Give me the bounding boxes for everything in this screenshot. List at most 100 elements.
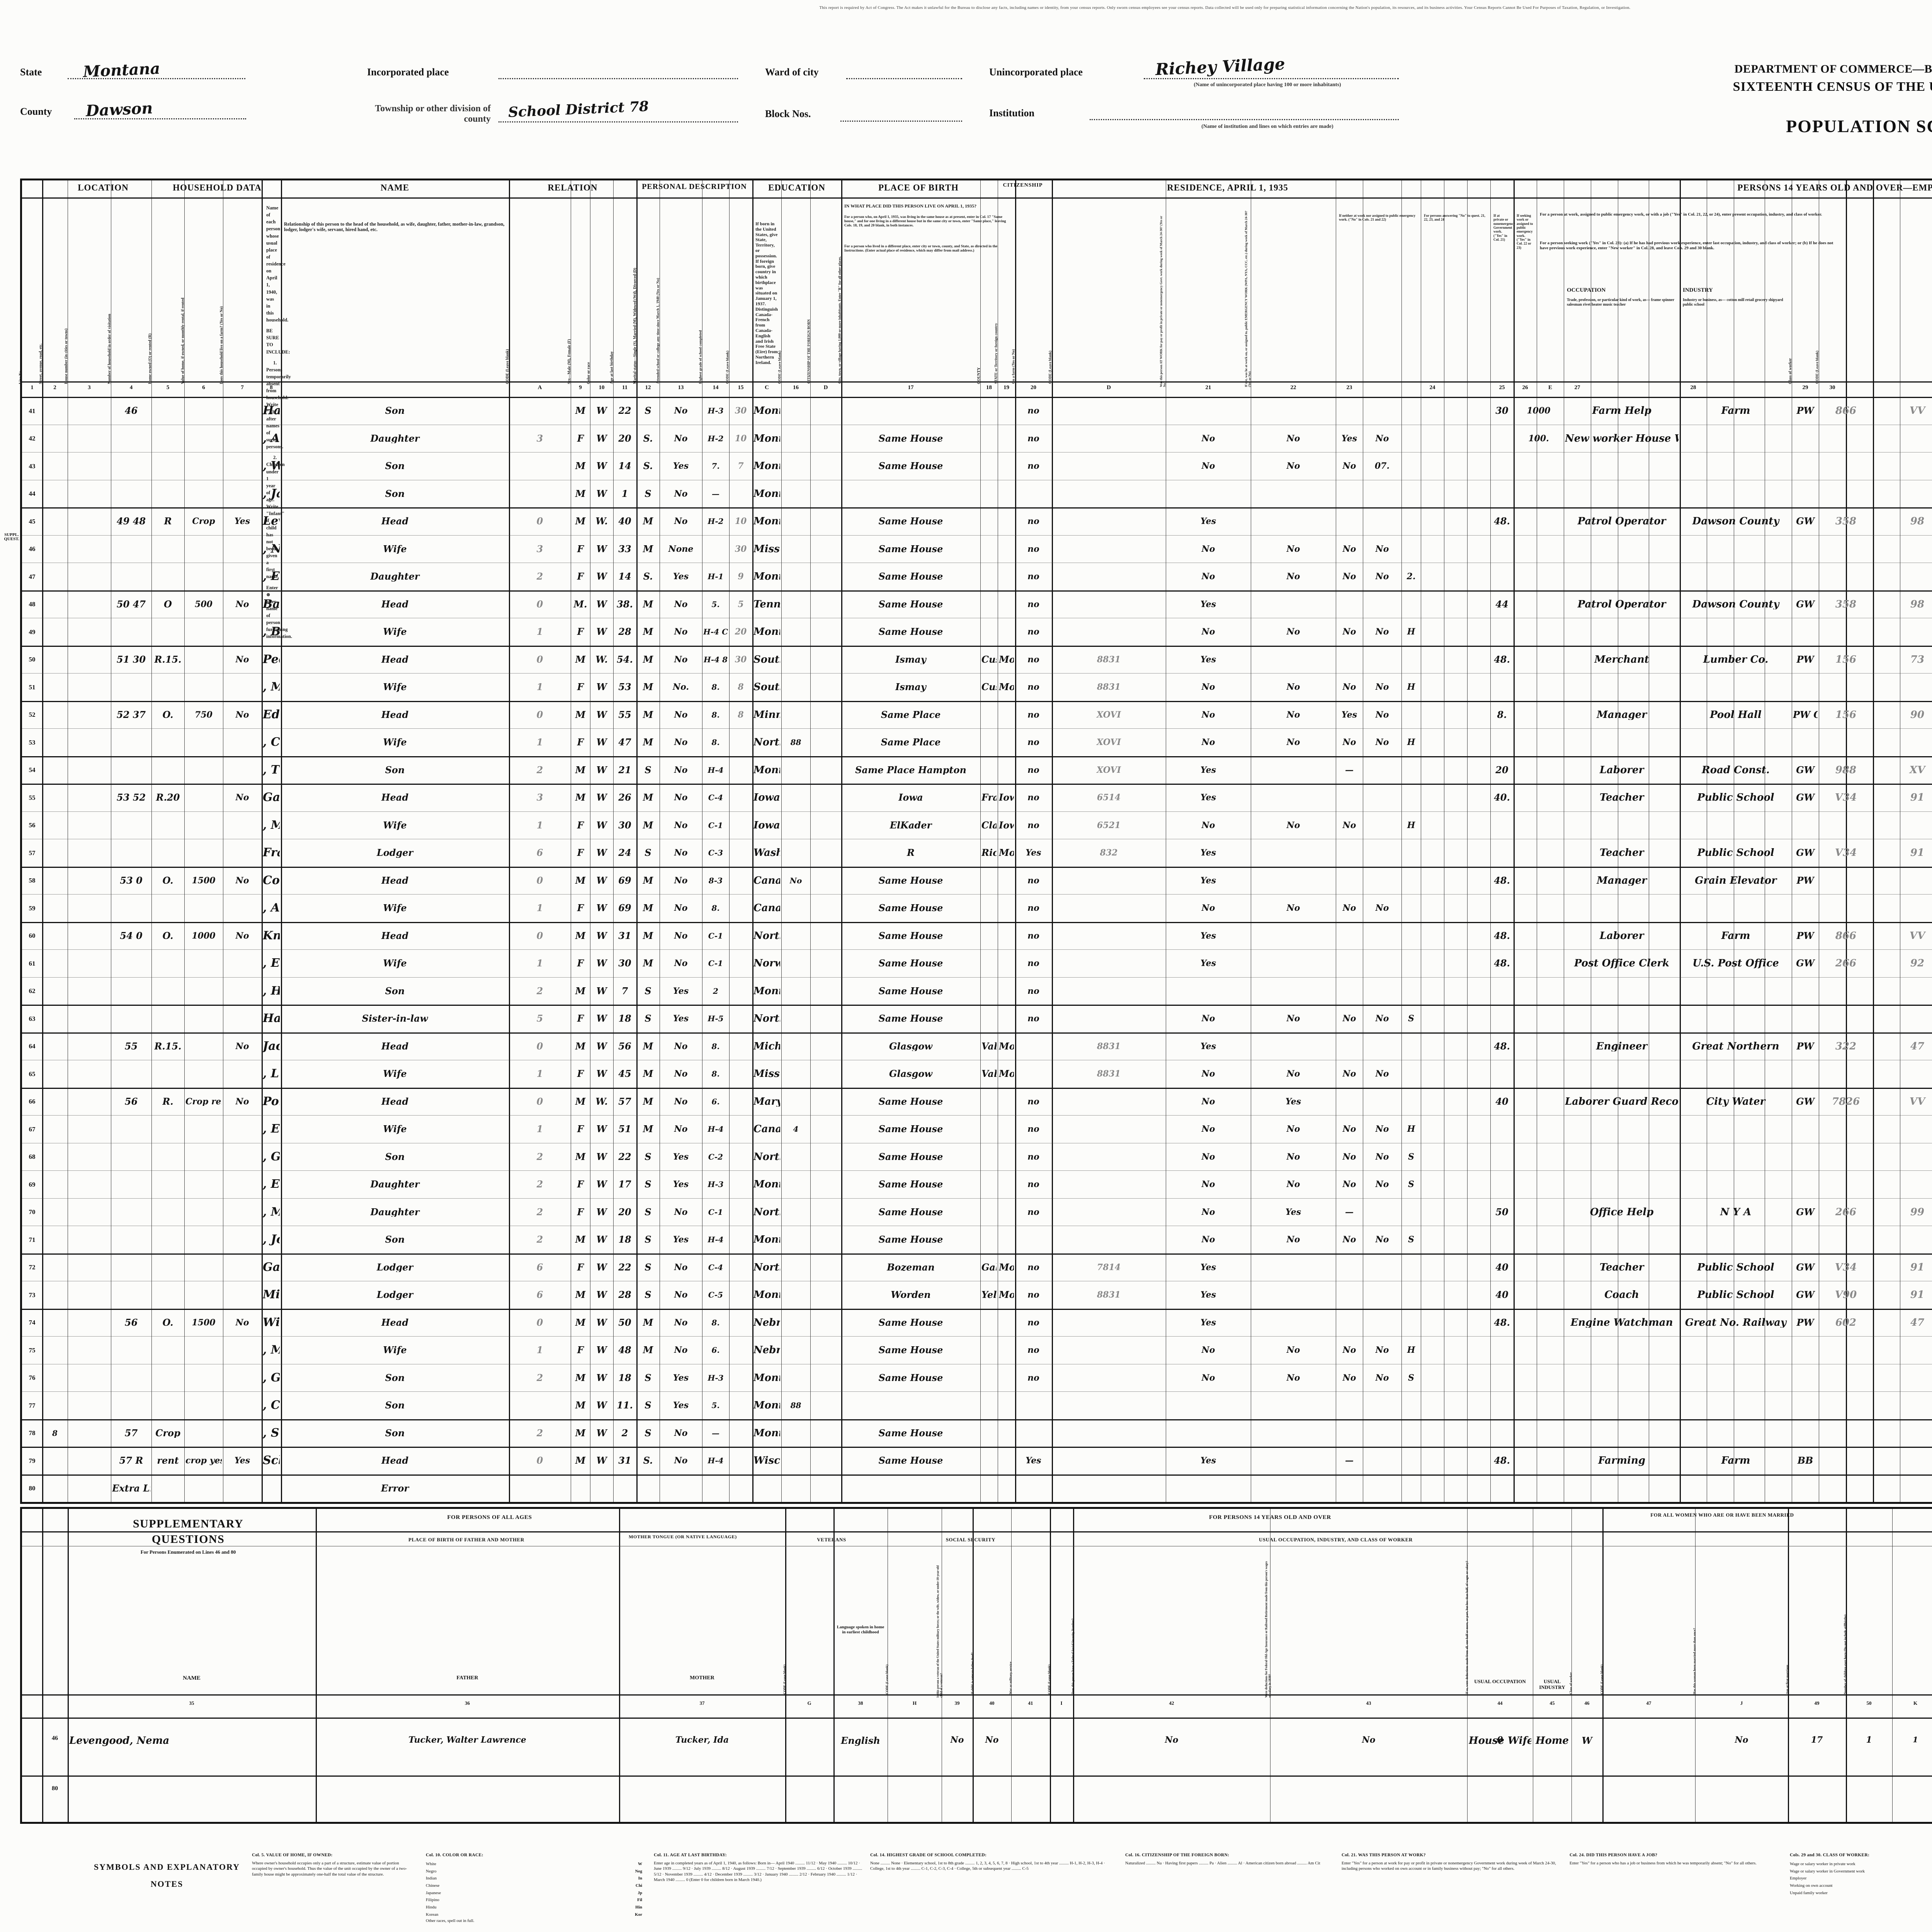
cell-w22[interactable]: No xyxy=(1286,710,1300,719)
cell-sex[interactable]: F xyxy=(577,820,584,830)
cell-res-city[interactable]: Same House xyxy=(878,572,943,582)
cell-relation[interactable]: Wife xyxy=(383,627,407,637)
cell-relation[interactable]: Head xyxy=(381,1318,409,1328)
cell-w21[interactable]: No xyxy=(1201,821,1215,830)
cell-res-farm[interactable]: no xyxy=(1027,628,1039,636)
cell-relation[interactable]: Son xyxy=(385,1373,405,1383)
cell-hours[interactable]: 40 xyxy=(1495,1262,1509,1272)
cell-birthplace[interactable]: Canada xyxy=(753,875,780,886)
cell-w22[interactable]: No xyxy=(1286,904,1300,913)
cell-edcode[interactable]: 10 xyxy=(735,434,747,443)
cell-grade[interactable]: 8. xyxy=(711,683,720,691)
cell-hh[interactable]: 49 48 xyxy=(116,517,146,526)
cell-age[interactable]: 18 xyxy=(618,1235,631,1245)
cell-sex[interactable]: F xyxy=(577,1014,584,1024)
row-line-number[interactable]: 63 xyxy=(29,1015,36,1022)
cell-birthplace[interactable]: Montana xyxy=(753,461,780,471)
cell-industry[interactable]: Grain Elevator xyxy=(1695,875,1777,886)
cell-value[interactable]: crop yes xyxy=(185,1456,222,1465)
cell-code[interactable]: 6 xyxy=(536,1262,543,1272)
cell-class[interactable]: BB xyxy=(1797,1456,1813,1466)
cell-sex[interactable]: F xyxy=(577,1180,584,1189)
cell-hh[interactable]: 56 xyxy=(124,1097,138,1107)
cell-given[interactable]: , Wilber xyxy=(263,460,280,472)
cell-birthplace[interactable]: Montana xyxy=(753,1290,780,1300)
cell-age[interactable]: 14 xyxy=(618,572,631,582)
supp-cell-vet-40[interactable]: No xyxy=(985,1735,999,1745)
cell-res-farm[interactable]: no xyxy=(1027,1014,1039,1023)
cell-grade[interactable]: 8. xyxy=(711,738,720,747)
cell-res-city[interactable]: Same House xyxy=(878,434,943,444)
row-line-number[interactable]: 41 xyxy=(29,407,36,415)
cell-code[interactable]: 1 xyxy=(536,959,543,968)
cell-grade[interactable]: C-3 xyxy=(708,849,723,857)
cell-race[interactable]: W xyxy=(596,489,607,499)
cell-age[interactable]: 57 xyxy=(618,1097,631,1107)
cell-school[interactable]: Yes xyxy=(673,1152,689,1162)
cell-race[interactable]: W. xyxy=(595,655,608,665)
cell-birthplace[interactable]: Montana xyxy=(753,516,780,527)
cell-w24[interactable]: No xyxy=(1375,434,1389,443)
cell-occupation[interactable]: Manager xyxy=(1597,875,1647,886)
cell-birthplace[interactable]: North Dakota xyxy=(753,1207,780,1218)
cell-sex[interactable]: M xyxy=(575,1041,586,1051)
cell-res-farm[interactable]: no xyxy=(1027,1125,1039,1134)
cell-sex[interactable]: M xyxy=(575,931,586,941)
cell-w21[interactable]: No xyxy=(1201,1346,1215,1355)
cell-street[interactable]: 8 xyxy=(52,1429,58,1437)
cell-res-city[interactable]: Same House xyxy=(878,627,943,637)
cell-res-farm[interactable]: no xyxy=(1027,683,1039,692)
cell-school[interactable]: No xyxy=(674,849,688,857)
cell-res-city[interactable]: Same House xyxy=(878,931,943,941)
cell-hh[interactable]: Extra Line xyxy=(112,1483,150,1493)
cell-race[interactable]: W xyxy=(596,931,607,941)
cell-occupation[interactable]: Farming xyxy=(1598,1456,1646,1466)
cell-w21[interactable]: Yes xyxy=(1200,1318,1216,1327)
cell-relation[interactable]: Daughter xyxy=(370,434,420,444)
cell-school[interactable]: No xyxy=(674,1125,688,1134)
cell-school[interactable]: No xyxy=(674,959,688,968)
cell-industry[interactable]: Farm xyxy=(1721,1456,1750,1466)
row-line-number[interactable]: 71 xyxy=(29,1236,36,1243)
cell-relation[interactable]: Wife xyxy=(383,820,407,830)
cell-given[interactable]: Hagen, Elizabeth M xyxy=(263,1013,280,1025)
cell-w24[interactable]: No xyxy=(1375,1373,1389,1383)
cell-occupation[interactable]: Laborer Guard Recorder xyxy=(1565,1096,1679,1107)
row-line-number[interactable]: 59 xyxy=(29,904,36,912)
cell-w25[interactable]: H xyxy=(1407,1346,1415,1355)
cell-birthplace[interactable]: Maryland xyxy=(753,1096,780,1107)
cell-given[interactable]: Edgar, Tom xyxy=(263,709,280,721)
township-value[interactable]: School District 78 xyxy=(508,98,649,121)
cell-relation[interactable]: Son xyxy=(385,765,405,775)
cell-relation[interactable]: Head xyxy=(381,876,409,886)
cell-given[interactable]: Frank, Dorothy A. xyxy=(263,847,280,859)
row-line-number[interactable]: 53 xyxy=(29,738,36,746)
cell-age[interactable]: 26 xyxy=(618,793,631,803)
cell-school[interactable]: No xyxy=(674,1456,688,1465)
cell-industry[interactable]: Public School xyxy=(1697,848,1774,858)
cell-bpcode[interactable]: No xyxy=(789,876,802,885)
cell-own[interactable]: O. xyxy=(162,931,173,941)
cell-school[interactable]: No xyxy=(674,793,688,802)
cell-w22[interactable]: No xyxy=(1286,462,1300,471)
cell-age[interactable]: 55 xyxy=(618,710,631,720)
cell-code[interactable]: 0 xyxy=(536,1456,543,1466)
cell-code[interactable]: 3 xyxy=(536,434,543,444)
cell-edcode[interactable]: 10 xyxy=(735,517,747,526)
cell-grade[interactable]: 5. xyxy=(711,600,720,609)
cell-relation[interactable]: Head xyxy=(381,1097,409,1107)
cell-hours[interactable]: 40. xyxy=(1494,793,1510,803)
cell-birthplace[interactable]: Montana xyxy=(753,1428,780,1439)
cell-code[interactable]: 0 xyxy=(536,876,543,886)
cell-age[interactable]: 18 xyxy=(618,1014,631,1024)
cell-birthplace[interactable]: South Dakota xyxy=(753,682,780,692)
cell-value[interactable]: Crop xyxy=(192,517,215,526)
cell-sex[interactable]: M xyxy=(575,876,586,886)
cell-sex[interactable]: M xyxy=(575,1152,586,1162)
cell-w25[interactable]: S xyxy=(1408,1152,1414,1162)
supp-cell-mother-tongue[interactable]: English xyxy=(841,1735,880,1746)
cell-res-farm[interactable]: no xyxy=(1027,1263,1039,1272)
cell-w23[interactable]: No xyxy=(1342,738,1356,747)
cell-occcode[interactable]: 156 xyxy=(1835,709,1857,720)
cell-occcode[interactable]: 602 xyxy=(1835,1317,1857,1328)
